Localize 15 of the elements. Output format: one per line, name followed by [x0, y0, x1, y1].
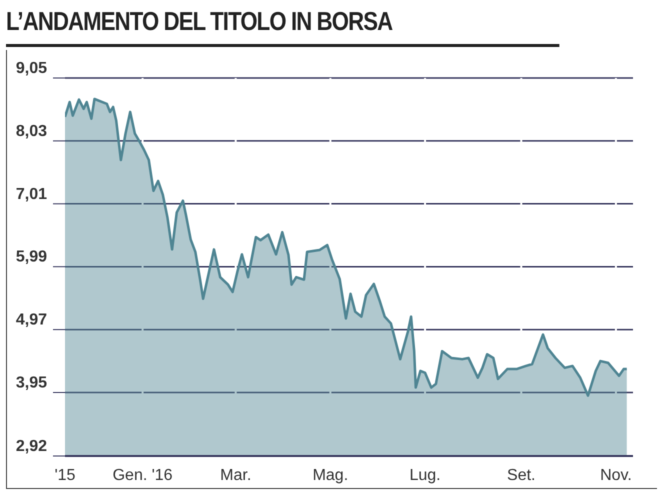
x-tick-label: Gen. '16 [112, 467, 173, 484]
x-tick-label: Mar. [220, 467, 252, 484]
y-tick-label: 4,97 [16, 312, 48, 329]
x-tick-label: '15 [54, 467, 76, 484]
chart-title: L’ANDAMENTO DEL TITOLO IN BORSA [6, 6, 560, 47]
y-tick-label: 2,92 [16, 438, 48, 455]
x-tick-label: Lug. [409, 467, 441, 484]
y-tick-label: 5,99 [16, 248, 48, 266]
y-tick-label: 8,03 [16, 122, 48, 140]
y-tick-label: 3,95 [16, 374, 48, 392]
x-tick-label: Mag. [312, 467, 348, 484]
y-tick-label: 9,05 [16, 60, 48, 77]
x-tick-label: Nov. [600, 467, 632, 484]
x-tick-label: Set. [507, 467, 536, 484]
y-tick-label: 7,01 [16, 186, 48, 203]
